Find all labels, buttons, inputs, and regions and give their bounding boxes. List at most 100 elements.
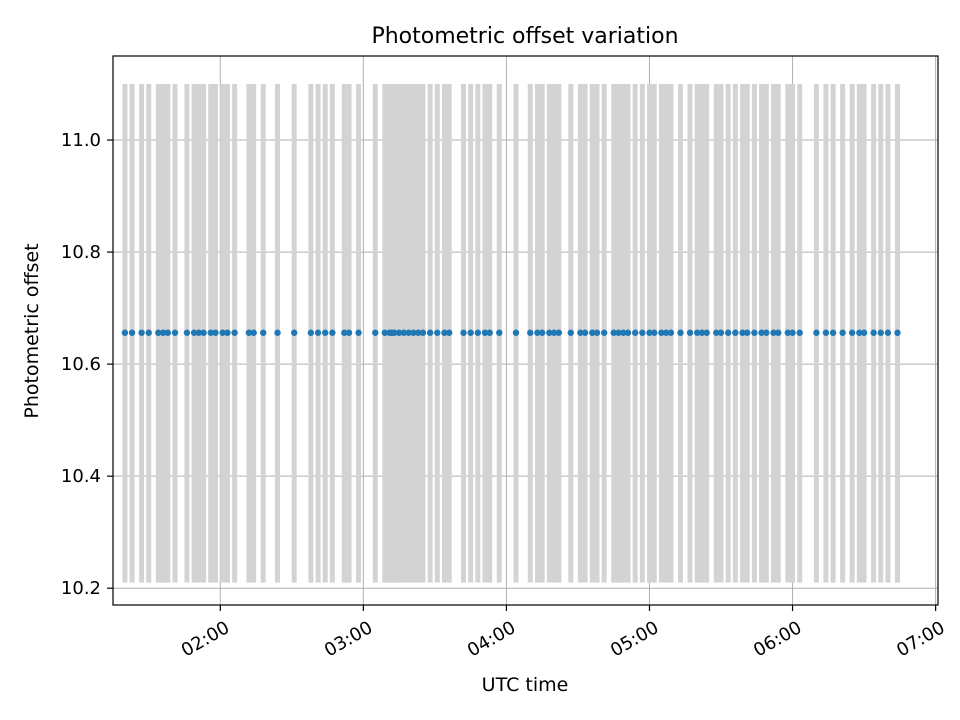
- data-point: [329, 329, 336, 336]
- data-point: [877, 329, 884, 336]
- data-point: [381, 329, 389, 336]
- data-point: [128, 329, 136, 336]
- data-point: [577, 329, 584, 336]
- y-tick-label: 11.0: [61, 130, 101, 151]
- data-point: [615, 329, 622, 336]
- data-point: [789, 329, 796, 336]
- data-point: [355, 329, 362, 336]
- data-point: [207, 329, 214, 336]
- data-point: [593, 329, 601, 336]
- data-point: [231, 329, 238, 336]
- data-point: [426, 329, 434, 336]
- data-point: [441, 329, 448, 336]
- data-point: [415, 329, 422, 336]
- data-point: [870, 329, 877, 336]
- data-point: [419, 329, 427, 336]
- data-point: [620, 329, 627, 336]
- data-point: [405, 329, 412, 336]
- data-point: [667, 329, 675, 336]
- chart-title: Photometric offset variation: [371, 24, 678, 49]
- data-point: [717, 329, 725, 336]
- data-point: [713, 329, 720, 336]
- data-point: [758, 329, 765, 336]
- data-point: [763, 329, 770, 336]
- data-point: [884, 329, 892, 336]
- data-point: [307, 329, 315, 336]
- data-point: [250, 329, 257, 336]
- data-point: [155, 329, 162, 336]
- data-point: [260, 329, 267, 336]
- data-points: [121, 329, 901, 336]
- data-point: [512, 329, 520, 336]
- data-point: [467, 329, 474, 336]
- data-point: [121, 329, 129, 336]
- data-point: [839, 329, 846, 336]
- data-point: [751, 329, 758, 336]
- data-point: [662, 329, 670, 336]
- data-point: [856, 329, 863, 336]
- data-point: [703, 329, 710, 336]
- y-axis-ticks: 10.2 10.4 10.6 10.8 11.0: [61, 130, 113, 599]
- data-point: [567, 329, 575, 336]
- data-point: [848, 329, 856, 336]
- data-point: [400, 329, 408, 336]
- data-point: [345, 329, 353, 336]
- data-point: [724, 329, 732, 336]
- data-point: [589, 329, 596, 336]
- data-point: [190, 329, 198, 336]
- data-point: [445, 329, 453, 336]
- data-point: [610, 329, 617, 336]
- data-point: [291, 329, 298, 336]
- x-axis-label: UTC time: [482, 674, 569, 696]
- data-point: [496, 329, 503, 336]
- data-point: [546, 329, 553, 336]
- data-point: [651, 329, 658, 336]
- data-point: [822, 329, 830, 336]
- y-axis-label: Photometric offset: [21, 243, 43, 418]
- data-point: [732, 329, 739, 336]
- data-point: [534, 329, 541, 336]
- data-point: [550, 329, 558, 336]
- data-point: [391, 329, 398, 336]
- y-tick-label: 10.4: [61, 466, 101, 487]
- data-point: [138, 329, 145, 336]
- data-point: [410, 329, 417, 336]
- data-point: [224, 329, 231, 336]
- data-point: [555, 329, 563, 336]
- data-point: [434, 329, 441, 336]
- data-point: [372, 329, 379, 336]
- data-point: [744, 329, 751, 336]
- data-point: [481, 329, 489, 336]
- data-point: [894, 329, 901, 336]
- data-point: [274, 329, 281, 336]
- data-point: [829, 329, 837, 336]
- y-tick-label: 10.8: [61, 242, 101, 263]
- y-tick-label: 10.2: [61, 578, 101, 599]
- y-tick-label: 10.6: [61, 354, 101, 375]
- data-point: [581, 329, 589, 336]
- data-point: [775, 329, 782, 336]
- data-point: [341, 329, 348, 336]
- data-point: [646, 329, 653, 336]
- data-point: [200, 329, 207, 336]
- data-point: [219, 329, 226, 336]
- data-point: [677, 329, 684, 336]
- data-point: [784, 329, 791, 336]
- data-point: [686, 329, 694, 336]
- data-point: [183, 329, 191, 336]
- data-point: [195, 329, 203, 336]
- data-point: [171, 329, 179, 336]
- data-point: [164, 329, 172, 336]
- data-point: [631, 329, 639, 336]
- data-point: [639, 329, 646, 336]
- data-point: [460, 329, 467, 336]
- data-point: [245, 329, 253, 336]
- data-point: [474, 329, 482, 336]
- data-point: [796, 329, 803, 336]
- data-point: [600, 329, 608, 336]
- data-point: [314, 329, 322, 336]
- plot-frame: [112, 55, 939, 606]
- data-point: [693, 329, 701, 336]
- data-point: [813, 329, 820, 336]
- data-point: [538, 329, 546, 336]
